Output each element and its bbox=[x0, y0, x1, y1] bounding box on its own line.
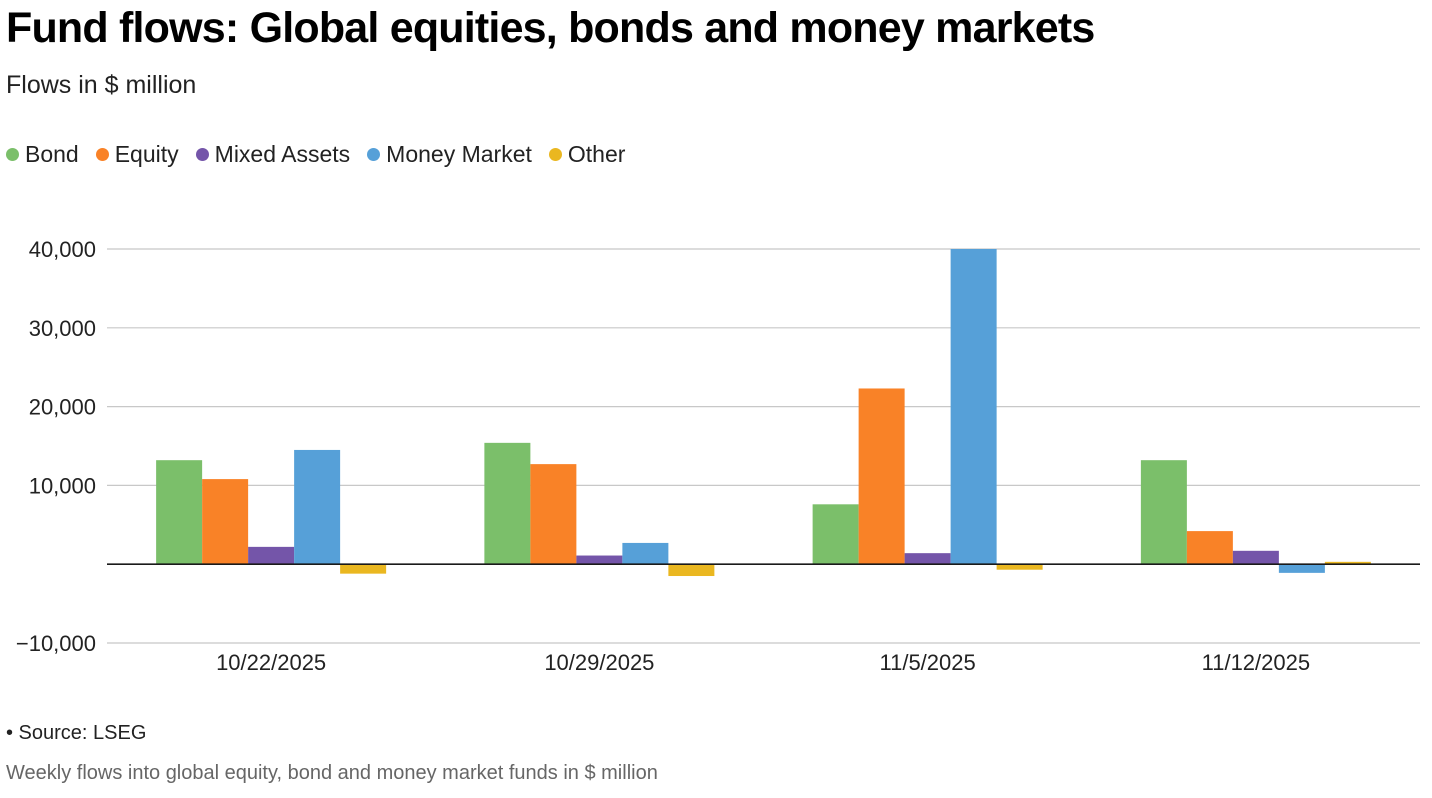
bar bbox=[996, 564, 1043, 570]
source-note: • Source: LSEG bbox=[6, 722, 147, 744]
x-tick-label: 10/29/2025 bbox=[544, 650, 654, 675]
bar bbox=[950, 249, 997, 565]
x-tick-label: 11/5/2025 bbox=[880, 650, 976, 675]
x-tick-label: 10/22/2025 bbox=[216, 650, 326, 675]
bar bbox=[1232, 550, 1279, 565]
bar bbox=[156, 460, 203, 565]
bar bbox=[1186, 531, 1233, 565]
legend-label: Money Market bbox=[386, 141, 532, 167]
bar-chart: −10,000 10,000 20,000 30,000 40,000 10/22/202… bbox=[16, 237, 1420, 675]
legend-label: Bond bbox=[25, 141, 79, 167]
bar bbox=[248, 546, 295, 565]
y-tick-label: 40,000 bbox=[29, 237, 96, 262]
legend-swatch bbox=[95, 148, 109, 161]
legend-item: Mixed Assets bbox=[195, 141, 351, 168]
bar bbox=[202, 479, 249, 565]
x-tick-label: 11/12/2025 bbox=[1202, 650, 1310, 675]
legend-item: Money Market bbox=[367, 141, 532, 168]
y-tick-label: −10,000 bbox=[16, 631, 96, 656]
legend-swatch bbox=[367, 148, 381, 161]
bar bbox=[1140, 460, 1187, 565]
bar bbox=[858, 388, 905, 565]
legend-swatch bbox=[195, 148, 209, 161]
bar bbox=[812, 504, 859, 565]
bar bbox=[904, 553, 951, 565]
legend-item: Other bbox=[548, 141, 626, 168]
bar bbox=[294, 449, 341, 565]
chart-subtitle: Flows in $ million bbox=[6, 71, 197, 99]
legend-label: Mixed Assets bbox=[214, 141, 351, 167]
bar bbox=[576, 555, 623, 565]
chart-title: Fund flows: Global equities, bonds and m… bbox=[6, 4, 1095, 52]
legend-item: Bond bbox=[6, 141, 79, 168]
legend-label: Other bbox=[567, 141, 626, 167]
y-tick-label: 20,000 bbox=[29, 395, 96, 420]
legend-item: Equity bbox=[95, 141, 179, 168]
bar bbox=[668, 564, 715, 577]
legend-swatch bbox=[548, 148, 562, 161]
bar bbox=[340, 564, 387, 574]
bar bbox=[1278, 564, 1325, 573]
bar bbox=[1324, 561, 1371, 565]
y-tick-label: 10,000 bbox=[29, 473, 96, 498]
bar bbox=[622, 542, 669, 565]
chart-caption: Weekly flows into global equity, bond an… bbox=[6, 762, 658, 784]
legend-label: Equity bbox=[114, 141, 179, 167]
bar bbox=[484, 442, 531, 565]
legend-swatch bbox=[6, 148, 19, 161]
bar bbox=[530, 464, 577, 565]
chart-legend: Bond Equity Mixed Assets Money Market Other bbox=[6, 141, 642, 168]
y-tick-label: 30,000 bbox=[29, 316, 96, 341]
